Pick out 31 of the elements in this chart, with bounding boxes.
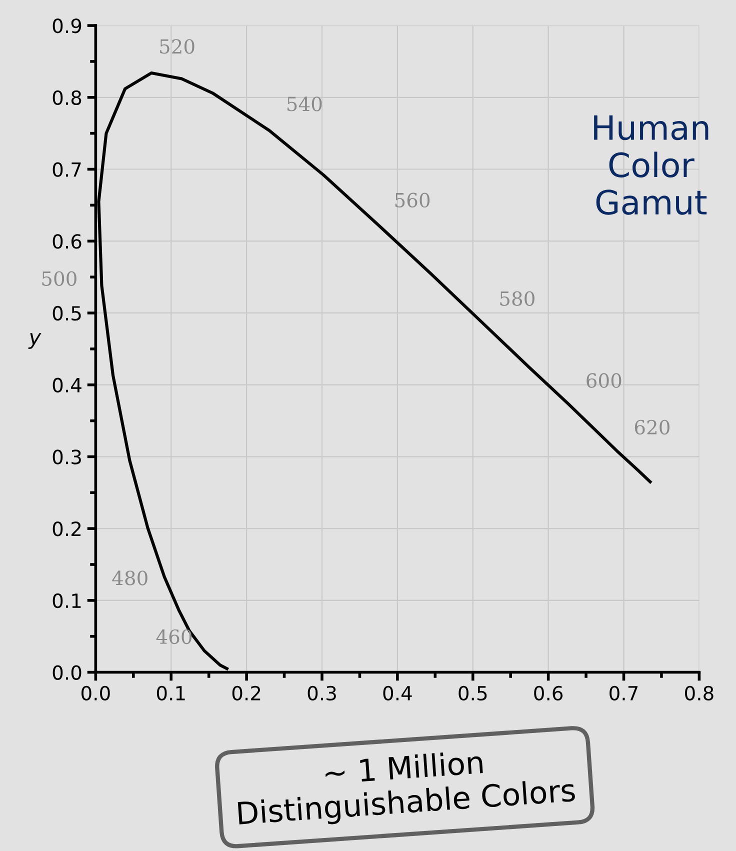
x-tick-label: 0.1: [156, 686, 185, 701]
annotation: 520: [160, 39, 194, 54]
text: Human Color Gamut: [594, 115, 708, 215]
y-tick-label: 0.6: [52, 234, 82, 249]
x-tick-label: 0.6: [534, 686, 563, 701]
y-tick-label: 0.3: [52, 450, 81, 464]
annotation: 500: [42, 271, 76, 286]
y-tick-label: 0.4: [52, 378, 82, 393]
x-tick-label: 0.0: [82, 686, 110, 701]
annotation: 560: [395, 192, 430, 208]
annotation: 540: [288, 96, 322, 112]
x-tick-label: 0.2: [232, 686, 260, 701]
annotation: 600: [586, 373, 622, 388]
y-tick-label: 0.0: [52, 665, 82, 680]
y-tick-label: 0.2: [52, 522, 81, 536]
x-tick-label: 0.8: [685, 686, 714, 701]
annotation: 620: [634, 420, 670, 435]
x-tick-label: 0.3: [308, 686, 336, 701]
annotation: 480: [112, 570, 148, 586]
y-axis-title: y: [28, 333, 42, 349]
annotation: 580: [500, 291, 534, 306]
text: ~ 1 Million Distinguishable Colors: [238, 750, 576, 831]
y-tick-label: 0.7: [52, 162, 81, 177]
y-tick-label: 0.9: [52, 18, 82, 34]
y-tick-label: 0.8: [52, 90, 82, 106]
y-tick-label: 0.5: [52, 306, 81, 321]
y-tick-label: 0.1: [52, 593, 81, 608]
x-tick-label: 0.4: [383, 686, 412, 701]
x-tick-label: 0.7: [610, 686, 638, 701]
x-tick-label: 0.5: [458, 686, 487, 701]
annotation: 460: [156, 629, 192, 644]
